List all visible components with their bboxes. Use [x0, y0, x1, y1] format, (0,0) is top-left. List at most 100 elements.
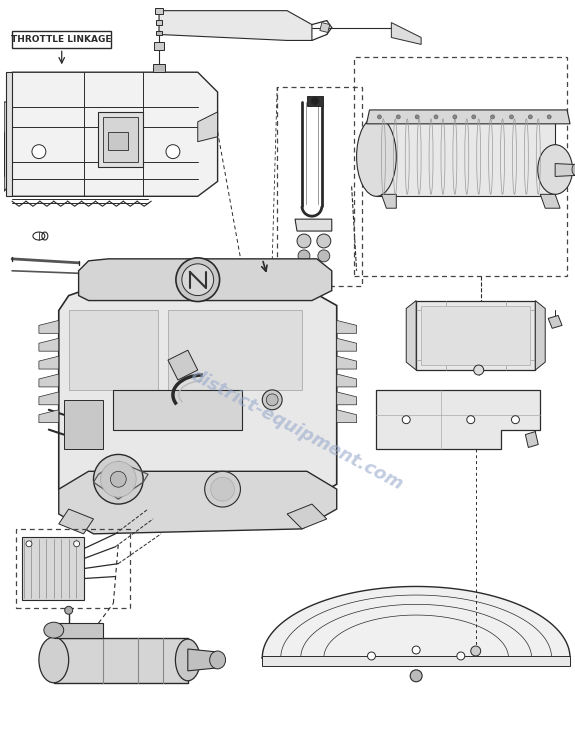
Circle shape: [377, 115, 381, 119]
Polygon shape: [59, 289, 337, 509]
Ellipse shape: [210, 651, 225, 669]
Ellipse shape: [44, 622, 64, 638]
Circle shape: [490, 115, 494, 119]
Polygon shape: [320, 23, 330, 32]
Polygon shape: [406, 301, 416, 370]
Polygon shape: [39, 374, 59, 387]
Circle shape: [176, 258, 220, 302]
Polygon shape: [337, 392, 356, 405]
Bar: [156, 31, 162, 35]
Circle shape: [94, 454, 143, 504]
Circle shape: [26, 541, 32, 547]
Polygon shape: [381, 194, 396, 208]
Circle shape: [415, 115, 419, 119]
Ellipse shape: [356, 117, 396, 196]
Bar: [156, 20, 162, 25]
Polygon shape: [337, 410, 356, 423]
Polygon shape: [287, 504, 327, 529]
Circle shape: [210, 478, 235, 501]
Circle shape: [101, 462, 136, 497]
Circle shape: [511, 416, 519, 423]
Polygon shape: [548, 315, 562, 329]
Circle shape: [474, 365, 484, 375]
Ellipse shape: [39, 637, 68, 683]
Polygon shape: [188, 649, 217, 671]
Polygon shape: [0, 132, 4, 177]
Polygon shape: [6, 72, 12, 196]
Polygon shape: [59, 472, 337, 534]
Circle shape: [297, 234, 311, 248]
Circle shape: [262, 390, 282, 410]
Text: THROTTLE LINKAGE: THROTTLE LINKAGE: [12, 35, 112, 44]
Polygon shape: [68, 311, 158, 390]
Ellipse shape: [572, 164, 575, 175]
Circle shape: [402, 416, 410, 423]
Circle shape: [410, 670, 422, 682]
Polygon shape: [526, 432, 538, 447]
Ellipse shape: [538, 144, 573, 194]
Polygon shape: [159, 11, 312, 41]
Polygon shape: [295, 219, 332, 231]
Polygon shape: [377, 117, 555, 196]
Bar: [104, 117, 138, 162]
Polygon shape: [64, 400, 104, 450]
Bar: [109, 132, 128, 150]
Polygon shape: [39, 356, 59, 369]
Circle shape: [106, 144, 120, 159]
Polygon shape: [555, 163, 575, 177]
Polygon shape: [168, 350, 198, 380]
Polygon shape: [39, 338, 59, 351]
Bar: [153, 64, 165, 72]
Polygon shape: [12, 72, 217, 196]
Polygon shape: [262, 656, 570, 666]
Polygon shape: [337, 374, 356, 387]
Bar: [354, 57, 567, 276]
Bar: [307, 96, 323, 106]
Bar: [16, 529, 130, 608]
Polygon shape: [337, 338, 356, 351]
Circle shape: [298, 250, 310, 262]
Polygon shape: [168, 311, 302, 390]
Polygon shape: [54, 623, 104, 638]
Bar: [421, 305, 530, 365]
Polygon shape: [535, 301, 545, 370]
Circle shape: [471, 646, 481, 656]
Circle shape: [74, 541, 79, 547]
Polygon shape: [39, 392, 59, 405]
Polygon shape: [39, 410, 59, 423]
Polygon shape: [59, 509, 94, 534]
Polygon shape: [540, 194, 560, 208]
Polygon shape: [377, 390, 540, 450]
Bar: [98, 112, 143, 166]
Circle shape: [396, 115, 400, 119]
Circle shape: [467, 416, 475, 423]
Polygon shape: [392, 23, 421, 44]
Circle shape: [311, 97, 319, 105]
Ellipse shape: [175, 639, 200, 681]
Bar: [154, 42, 164, 50]
Polygon shape: [54, 638, 188, 683]
Bar: [12, 31, 112, 48]
Polygon shape: [113, 390, 243, 429]
Circle shape: [182, 264, 214, 296]
Circle shape: [457, 652, 465, 660]
Circle shape: [453, 115, 457, 119]
Circle shape: [110, 472, 126, 487]
Bar: [416, 301, 535, 370]
Polygon shape: [79, 259, 332, 301]
Circle shape: [266, 394, 278, 406]
Circle shape: [367, 652, 375, 660]
Polygon shape: [337, 356, 356, 369]
Circle shape: [472, 115, 476, 119]
Circle shape: [528, 115, 532, 119]
Circle shape: [509, 115, 513, 119]
Circle shape: [32, 144, 46, 159]
Polygon shape: [262, 587, 570, 658]
Circle shape: [547, 115, 551, 119]
Polygon shape: [198, 112, 217, 141]
Circle shape: [205, 472, 240, 507]
Circle shape: [318, 250, 330, 262]
Bar: [155, 8, 163, 14]
Circle shape: [434, 115, 438, 119]
Circle shape: [166, 144, 180, 159]
